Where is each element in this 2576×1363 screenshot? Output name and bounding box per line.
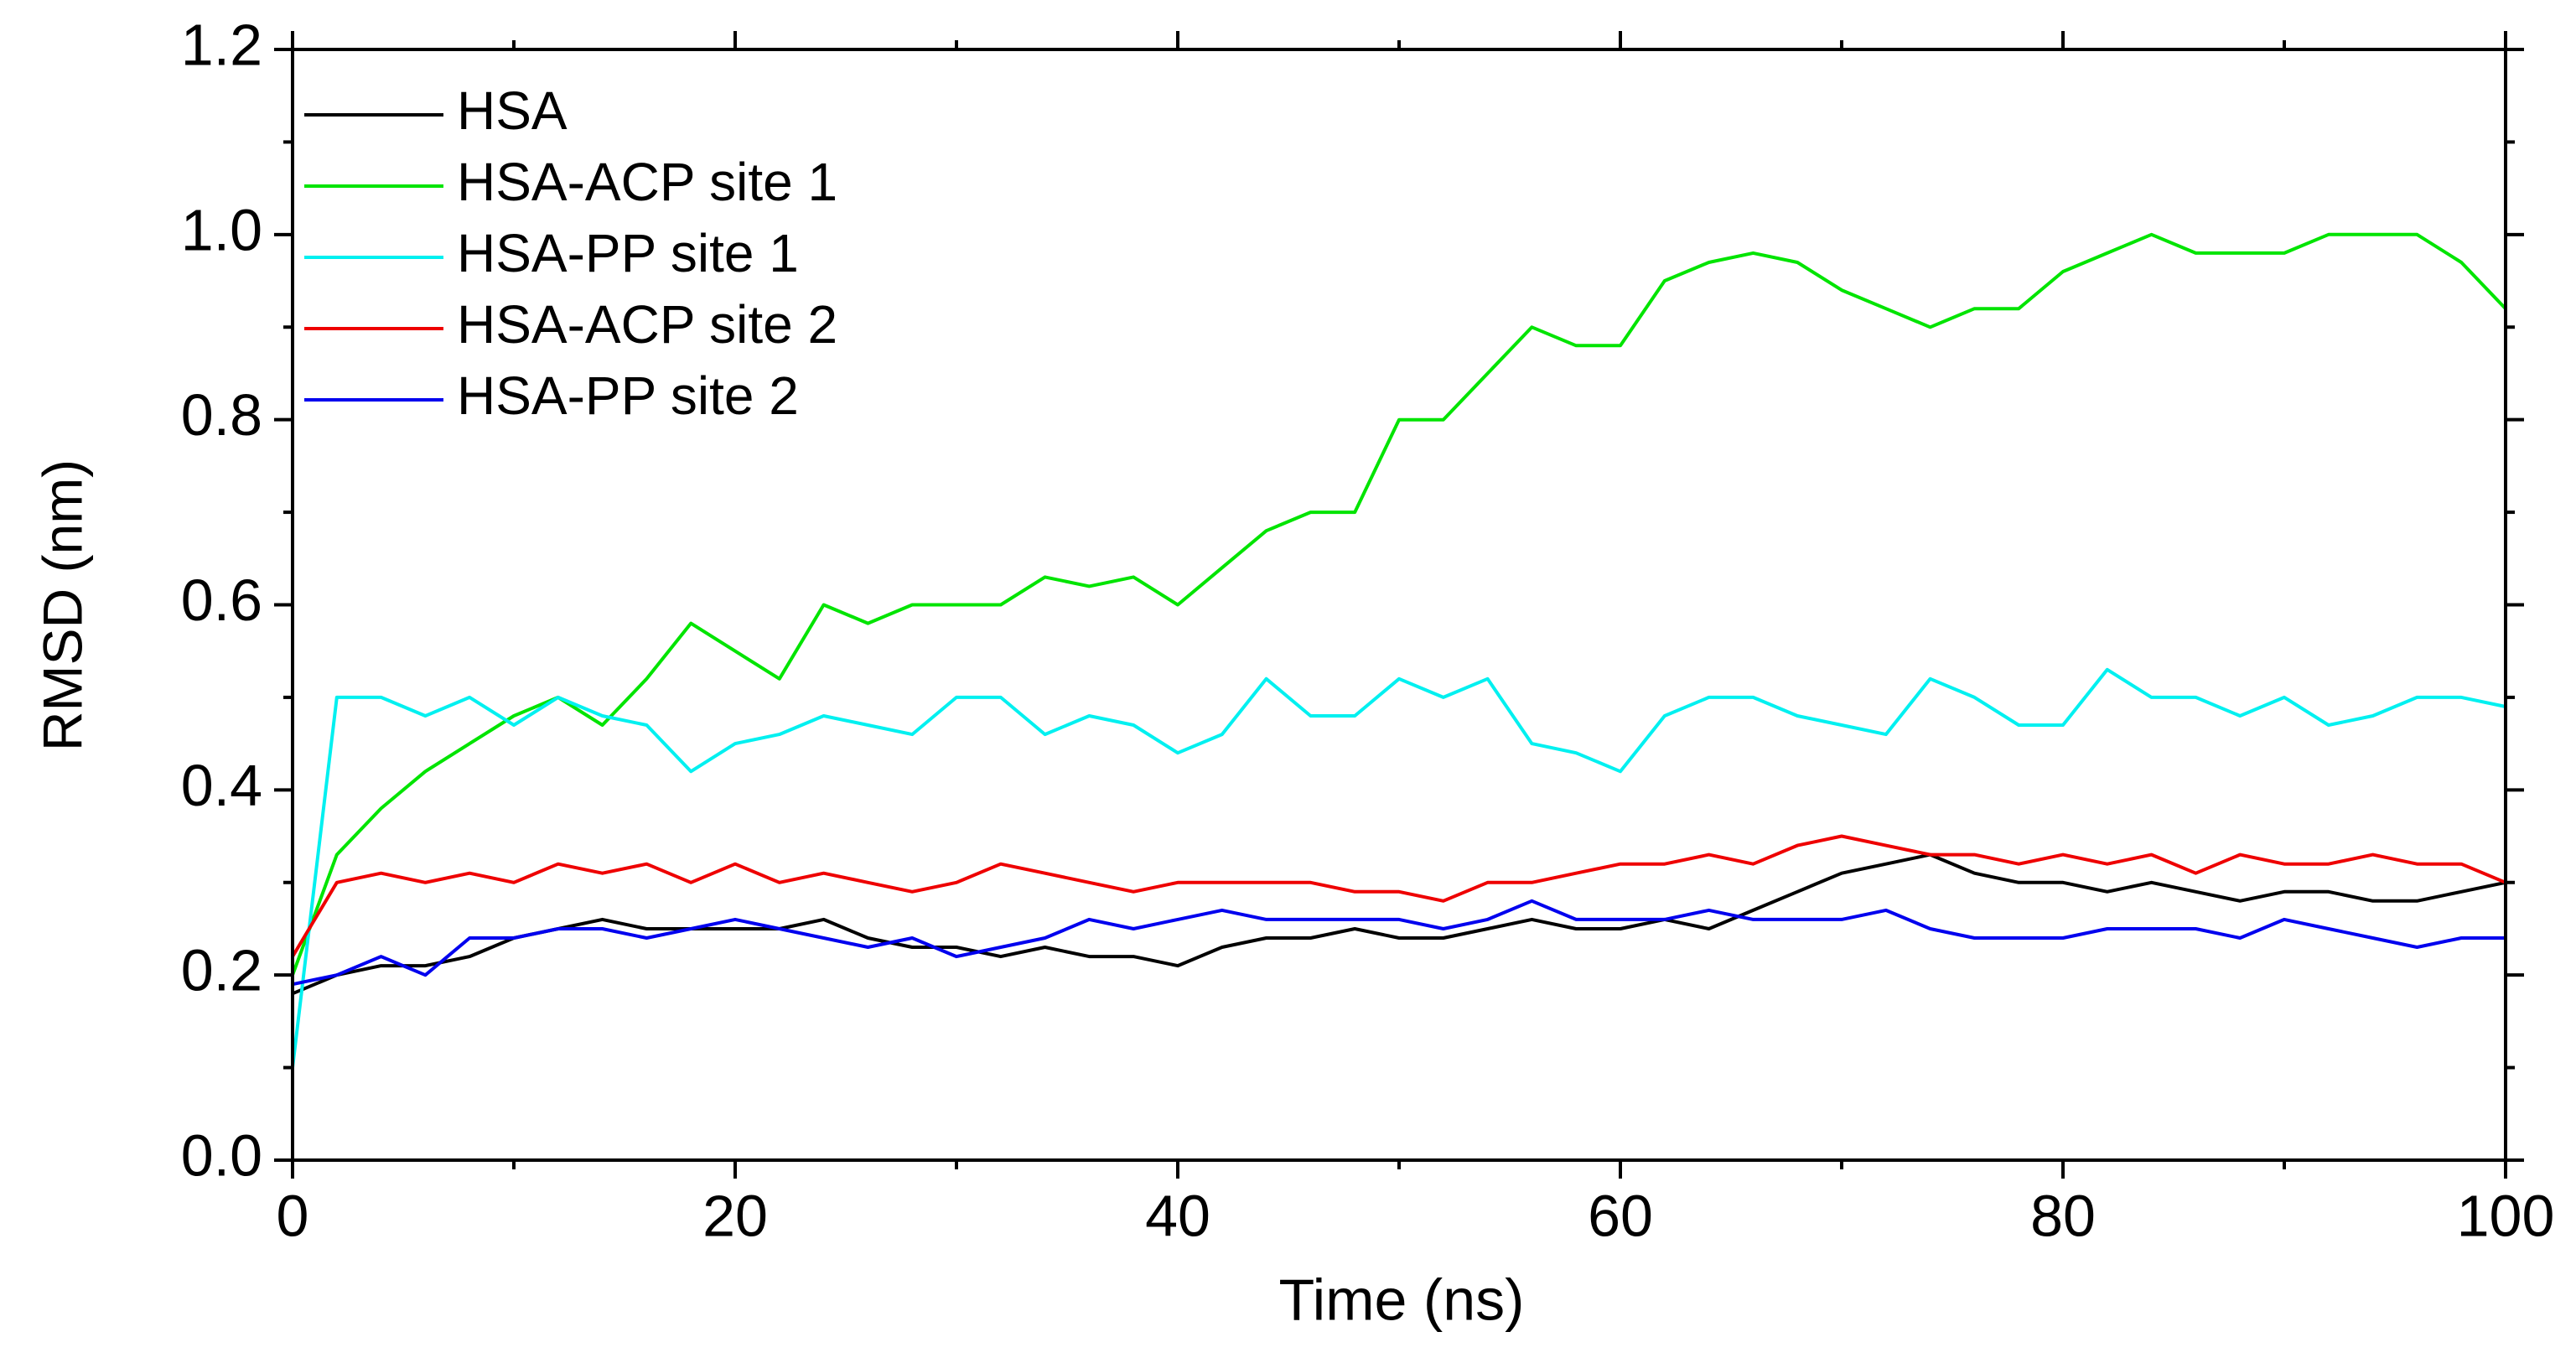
y-tick-label: 0.4 [181, 753, 262, 818]
series-line [291, 667, 2506, 1068]
y-axis-title: RMSD (nm) [31, 459, 93, 751]
x-tick-label: 80 [2030, 1183, 2096, 1248]
y-tick-label: 0.8 [181, 382, 262, 448]
legend-label: HSA-PP site 2 [457, 365, 799, 426]
plot-frame [291, 48, 2507, 1162]
series-line [292, 899, 2506, 987]
x-tick-label: 20 [702, 1183, 768, 1248]
x-tick-label: 60 [1588, 1183, 1653, 1248]
x-tick-label: 100 [2457, 1183, 2555, 1248]
x-tick-label: 0 [277, 1183, 309, 1248]
series-line [292, 853, 2506, 996]
legend-label: HSA [457, 80, 568, 141]
series-line [291, 834, 2506, 958]
y-tick-label: 0.0 [181, 1122, 262, 1188]
legend-label: HSA-ACP site 2 [457, 294, 837, 355]
x-tick-label: 40 [1145, 1183, 1210, 1248]
y-tick-label: 0.2 [181, 938, 262, 1003]
series-line [291, 232, 2507, 976]
legend-label: HSA-PP site 1 [457, 223, 799, 283]
y-tick-label: 0.6 [181, 567, 262, 633]
legend-label: HSA-ACP site 1 [457, 152, 837, 212]
y-tick-label: 1.2 [181, 12, 262, 77]
x-axis-title: Time (ns) [1279, 1267, 1525, 1332]
y-tick-label: 1.0 [181, 197, 262, 262]
